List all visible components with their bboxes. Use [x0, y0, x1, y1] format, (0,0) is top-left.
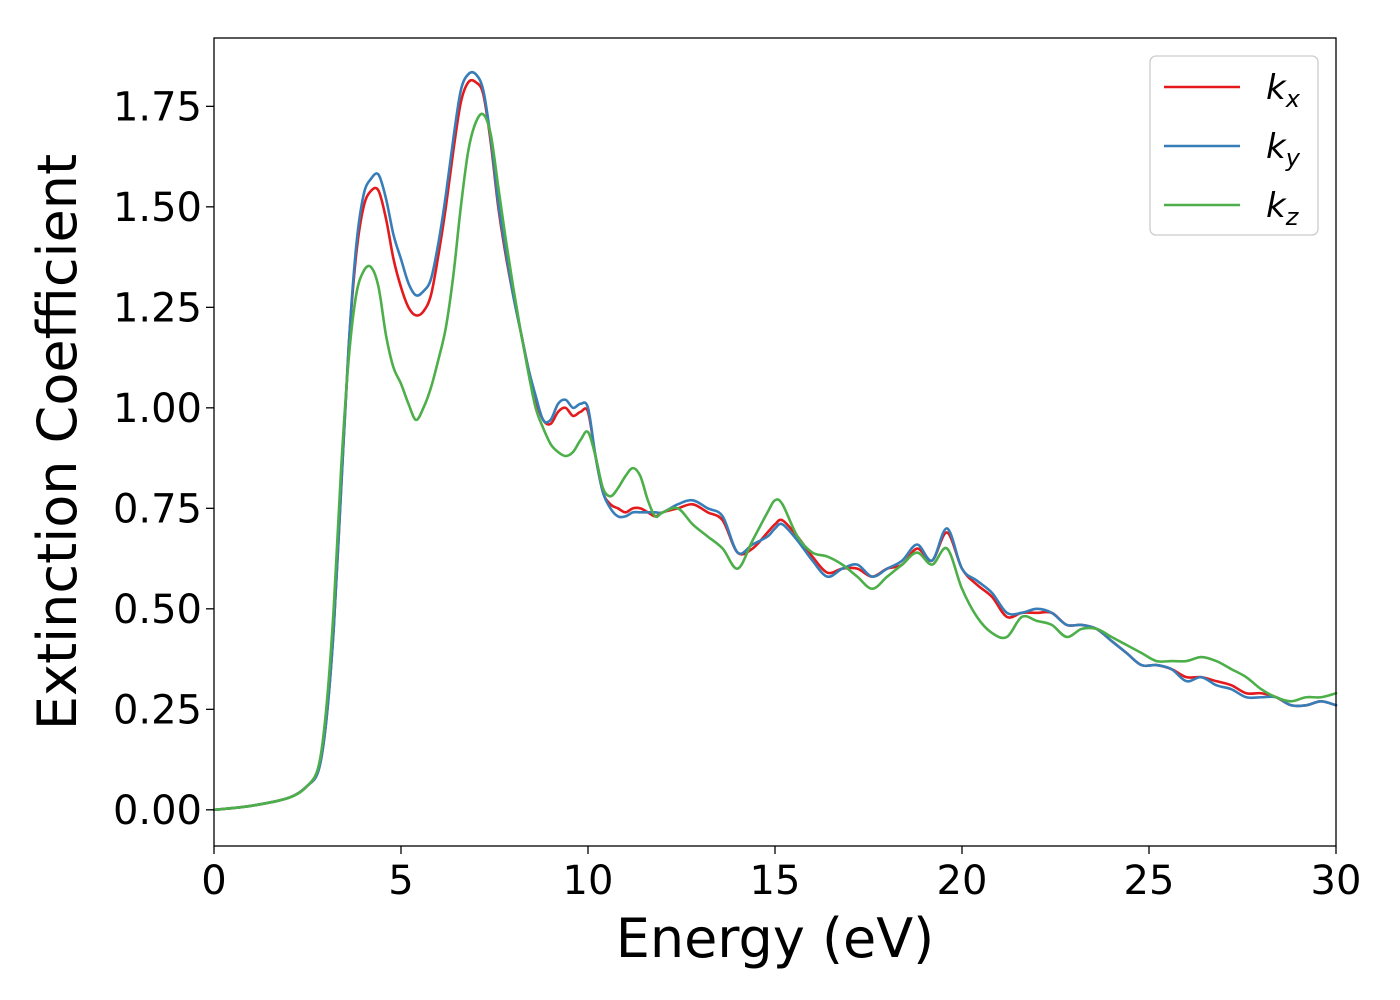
y-tick-label: 0.50 — [113, 587, 202, 633]
legend-label-x: kx — [1266, 68, 1301, 113]
y-tick-label: 1.00 — [113, 386, 202, 432]
series-line-z — [212, 112, 1338, 812]
x-axis-ticks: 0 5 10 15 20 25 30 — [201, 846, 1361, 904]
legend: kx ky kz — [1149, 55, 1319, 236]
legend-label-y: ky — [1266, 127, 1301, 172]
x-tick-label: 20 — [937, 858, 988, 904]
legend-label-z: kz — [1266, 186, 1300, 231]
y-tick-label: 1.75 — [113, 84, 202, 130]
x-tick-label: 10 — [563, 858, 614, 904]
y-tick-label: 1.25 — [113, 285, 202, 331]
x-tick-label: 25 — [1124, 858, 1175, 904]
y-tick-label: 0.25 — [113, 687, 202, 733]
x-axis-label: Energy (eV) — [616, 907, 935, 970]
y-tick-label: 0.75 — [113, 486, 202, 532]
y-tick-label: 1.50 — [113, 185, 202, 231]
x-tick-label: 30 — [1311, 858, 1362, 904]
y-tick-label: 0.00 — [113, 788, 202, 834]
y-axis-label: Extinction Coefficient — [26, 154, 89, 730]
x-tick-label: 5 — [388, 858, 413, 904]
x-tick-label: 15 — [750, 858, 801, 904]
series-layer — [212, 70, 1338, 812]
legend-items: kx ky kz — [1164, 68, 1301, 231]
y-axis-ticks: 0.00 0.25 0.50 0.75 1.00 1.25 1.50 1.75 — [113, 84, 214, 834]
x-tick-label: 0 — [201, 858, 226, 904]
